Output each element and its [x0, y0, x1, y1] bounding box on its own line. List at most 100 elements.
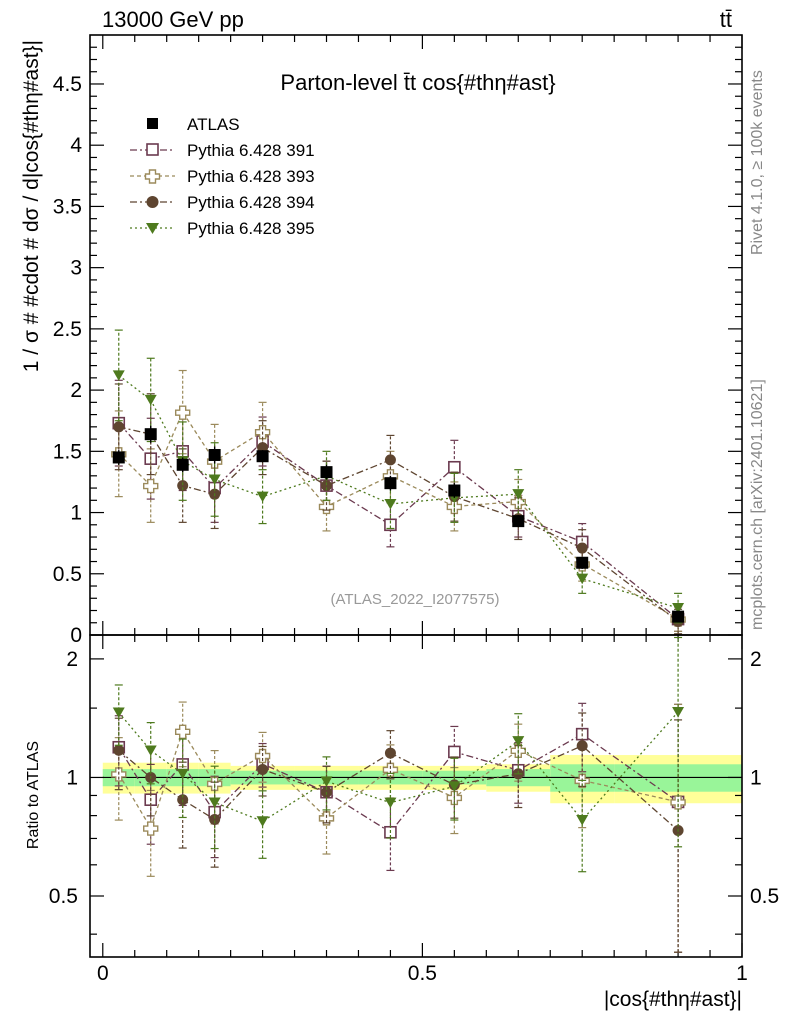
point-pythia-6-428-393: [143, 478, 159, 494]
point-atlas: [576, 556, 589, 569]
ratio-point-pythia-6-428-395: [448, 781, 461, 792]
series-line-pythia-6-428-395: [118, 374, 679, 609]
legend-label-394: Pythia 6.428 394: [187, 193, 315, 212]
series-pythia-6-428-395: [112, 329, 685, 624]
main-y-tick-labels: 0 0.5 1 1.5 2 2.5 3 3.5 4 4.5: [53, 73, 83, 647]
ratio-point-pythia-6-428-393: [206, 776, 223, 792]
ratio-panel: 0.5 0.51 12 2 0 0.5 1 Ratio to ATLAS |cos{#th…: [25, 634, 779, 1011]
y-tick-label: 0.5: [53, 563, 82, 586]
point-atlas: [512, 515, 525, 528]
ratio-point-pythia-6-428-393: [174, 724, 191, 740]
legend-label-395: Pythia 6.428 395: [187, 219, 315, 238]
y-tick-label: 4: [70, 134, 82, 157]
ratio-y-axis-label: Ratio to ATLAS: [25, 741, 42, 849]
main-ticks: [90, 35, 743, 636]
series-line-pythia-6-428-391: [118, 422, 679, 620]
ratio-point-pythia-6-428-393: [254, 748, 271, 764]
point-pythia-6-428-393: [174, 405, 191, 420]
point-pythia-6-428-395: [208, 474, 221, 485]
legend-entry-395: Pythia 6.428 395: [130, 219, 315, 238]
y-tick-label: 3.5: [53, 195, 82, 218]
y-axis-label: 1 / σ # #cdot # dσ / d|cos{#thη#ast}|: [20, 40, 43, 372]
point-pythia-6-428-394: [177, 480, 189, 492]
legend-marker-atlas: [147, 118, 158, 129]
ratio-series-pythia-6-428-393: [111, 701, 686, 953]
ratio-frame: [89, 634, 743, 958]
ratio-point-pythia-6-428-395: [320, 776, 333, 787]
ratio-point-pythia-6-428-394: [209, 813, 221, 825]
ratio-point-pythia-6-428-394: [576, 740, 588, 752]
ratio-series-layer: [111, 636, 686, 953]
ratio-point-pythia-6-428-395: [576, 815, 589, 826]
process-label: tt̄: [720, 7, 732, 32]
point-atlas: [448, 484, 461, 497]
ratio-point-pythia-6-428-394: [384, 747, 396, 759]
point-atlas: [176, 458, 189, 471]
ratio-y-tick-label-right: 2: [750, 648, 762, 671]
main-panel: 0 0.5 1 1.5 2 2.5 3 3.5 4 4.5 Parton-level t̄t co…: [20, 34, 743, 647]
legend-entry-394: Pythia 6.428 394: [130, 193, 315, 212]
legend-entry-393: Pythia 6.428 393: [130, 167, 315, 186]
legend-entry-391: Pythia 6.428 391: [130, 141, 315, 160]
x-tick-label: 0: [97, 962, 109, 985]
y-tick-label: 4.5: [53, 73, 82, 96]
point-pythia-6-428-395: [576, 573, 589, 585]
legend-marker-395: [146, 223, 159, 234]
point-pythia-6-428-395: [256, 491, 269, 503]
series-atlas: [112, 425, 685, 623]
ratio-point-pythia-6-428-391: [448, 745, 461, 759]
legend-marker-391: [146, 143, 159, 156]
legend-marker-394: [146, 196, 159, 208]
point-pythia-6-428-391: [448, 460, 461, 474]
point-pythia-6-428-394: [384, 454, 396, 466]
y-tick-label: 1: [70, 502, 82, 525]
ratio-y-tick-label: 2: [66, 648, 78, 671]
ratio-y-tick-label-right: 1: [750, 766, 762, 789]
point-pythia-6-428-394: [321, 480, 333, 492]
point-atlas: [384, 477, 397, 490]
point-atlas: [112, 451, 125, 464]
point-pythia-6-428-395: [672, 603, 685, 614]
ratio-series-pythia-6-428-394: [113, 712, 684, 953]
legend-label-391: Pythia 6.428 391: [187, 141, 315, 160]
ratio-y-tick-label: 1: [66, 766, 78, 789]
ratio-point-pythia-6-428-393: [143, 821, 159, 836]
y-tick-label: 0: [70, 624, 82, 647]
x-tick-label: 0.5: [408, 962, 437, 985]
ratio-series-pythia-6-428-391: [112, 702, 685, 953]
ratio-point-pythia-6-428-395: [208, 797, 221, 808]
ratio-point-pythia-6-428-393: [670, 795, 686, 810]
point-atlas: [144, 428, 157, 441]
ratio-point-pythia-6-428-394: [257, 763, 269, 775]
ratio-y-tick-label: 0.5: [49, 885, 78, 908]
ratio-point-pythia-6-428-394: [113, 744, 125, 756]
ratio-point-pythia-6-428-393: [318, 811, 335, 826]
x-tick-label: 1: [736, 962, 748, 985]
point-pythia-6-428-395: [384, 498, 397, 510]
y-tick-label: 2: [70, 379, 82, 402]
ratio-point-pythia-6-428-395: [256, 816, 269, 827]
analysis-label: (ATLAS_2022_I2077575): [330, 591, 499, 608]
series-line-pythia-6-428-394: [118, 426, 679, 623]
ratio-point-pythia-6-428-395: [176, 768, 189, 780]
ratio-point-pythia-6-428-395: [384, 797, 397, 809]
main-series-layer: [111, 329, 686, 635]
ratio-y-tick-labels: 0.5 0.5 1 1 2 2: [49, 648, 779, 908]
series-line-pythia-6-428-393: [118, 410, 679, 620]
point-atlas: [320, 466, 333, 479]
chart-title: Parton-level t̄t cos{#thη#ast}: [280, 70, 555, 95]
point-atlas: [208, 449, 221, 461]
ratio-series-pythia-6-428-395: [112, 636, 685, 873]
ratio-line-pythia-6-428-393: [118, 729, 679, 830]
ratio-point-pythia-6-428-395: [512, 736, 525, 747]
ratio-line-pythia-6-428-395: [118, 711, 679, 822]
energy-label: 13000 GeV pp: [102, 7, 244, 32]
point-pythia-6-428-395: [512, 489, 525, 500]
legend-label-atlas: ATLAS: [187, 115, 240, 134]
point-pythia-6-428-394: [113, 421, 125, 433]
point-atlas: [256, 450, 269, 463]
point-pythia-6-428-395: [112, 370, 125, 381]
point-atlas: [672, 610, 685, 623]
ratio-y-tick-label-right: 0.5: [750, 885, 779, 908]
